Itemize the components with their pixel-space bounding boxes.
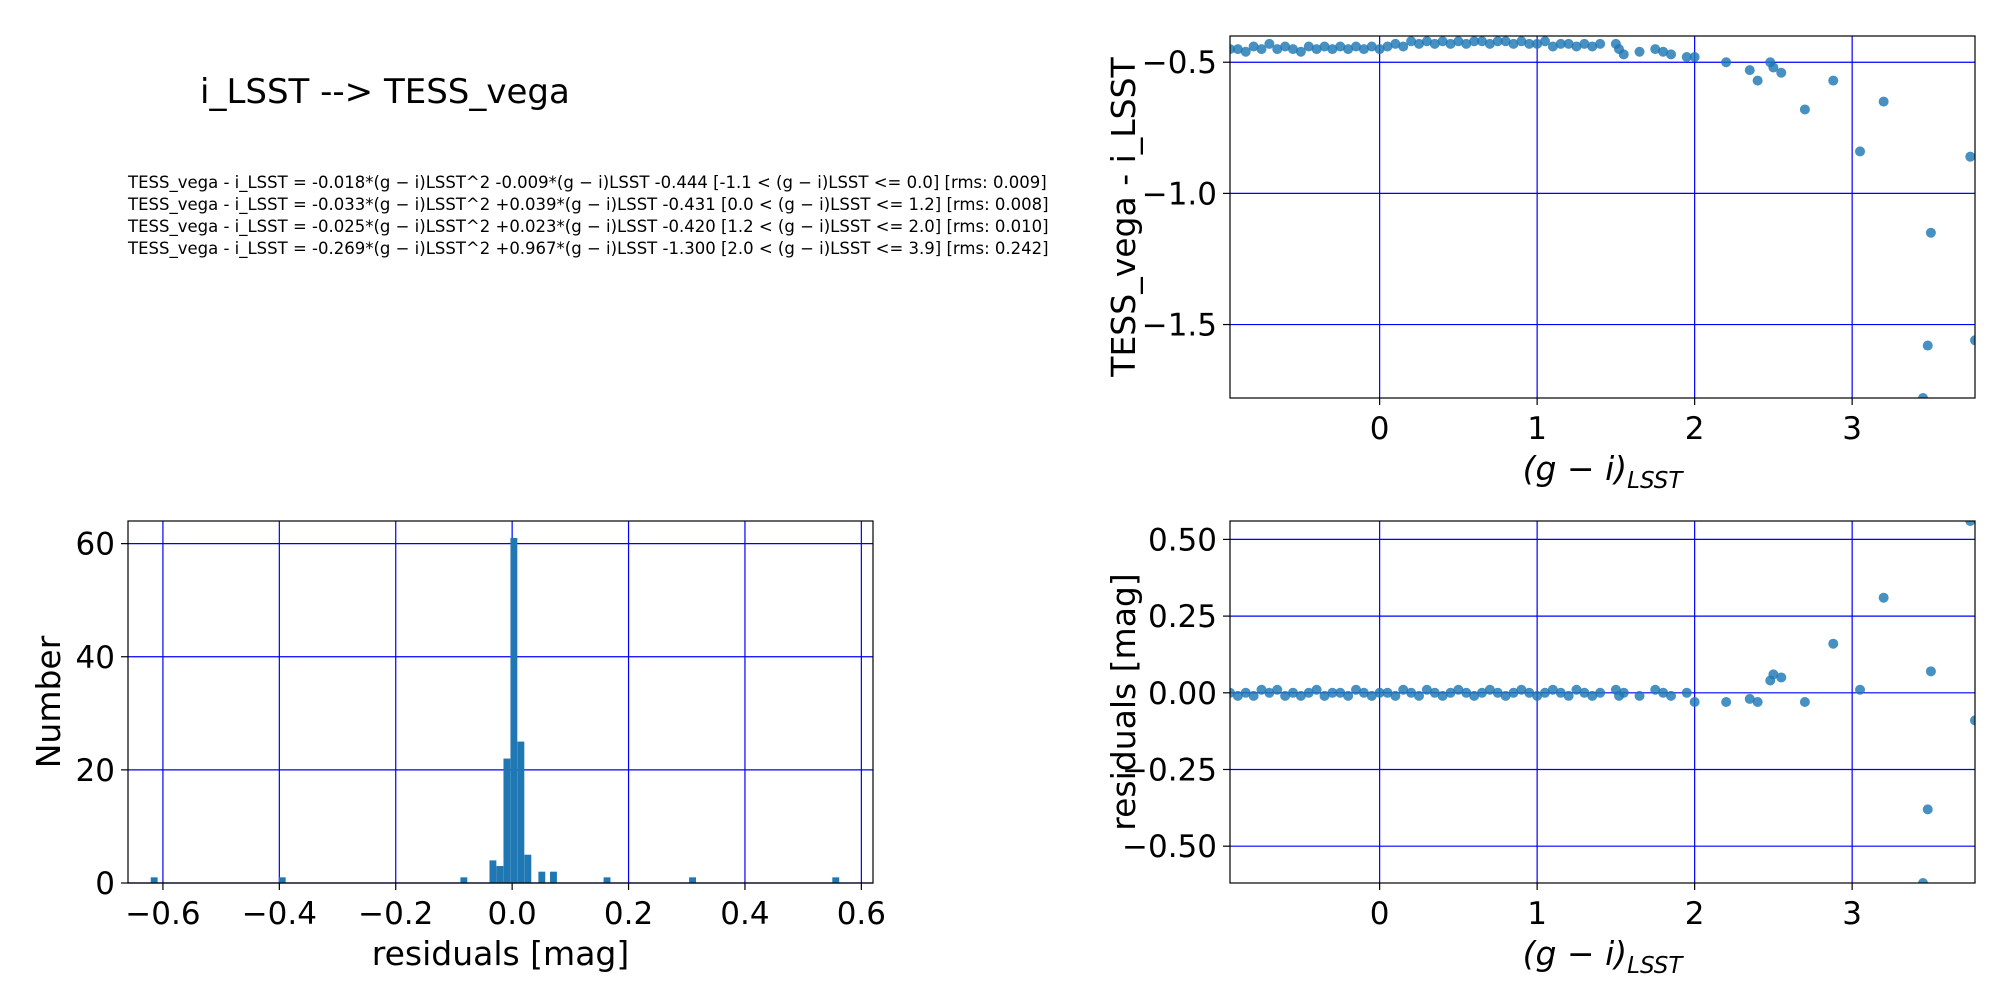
histogram-bar — [524, 855, 531, 883]
data-point — [1249, 691, 1259, 701]
y-tick-label: 60 — [76, 527, 115, 563]
data-point — [1690, 697, 1700, 707]
data-point — [1635, 691, 1645, 701]
data-point — [1879, 97, 1889, 107]
data-point — [1965, 152, 1975, 162]
y-axis-label: Number — [29, 635, 68, 768]
residual-hist-frame — [128, 521, 873, 883]
y-axis-label: residuals [mag] — [1104, 573, 1143, 831]
y-axis-label: TESS_vega - i_LSST — [1104, 56, 1143, 377]
data-point — [1619, 49, 1629, 59]
residual-scatter-marks — [1225, 516, 1980, 888]
data-point — [1690, 52, 1700, 62]
data-point — [1721, 697, 1731, 707]
histogram-bar — [489, 860, 496, 883]
data-point — [1753, 76, 1763, 86]
data-point — [1343, 691, 1353, 701]
data-point — [1828, 76, 1838, 86]
data-point — [1666, 49, 1676, 59]
x-tick-label: 1 — [1527, 411, 1547, 447]
data-point — [1923, 804, 1933, 814]
data-point — [1666, 691, 1676, 701]
x-tick-label: 3 — [1842, 896, 1862, 932]
y-tick-label: 0.50 — [1148, 522, 1217, 558]
y-tick-label: 0 — [95, 866, 115, 902]
color-term-panel: 0 1 2 3 −1.5 −1.0 −0.5 (g − i)LSST TESS_vega - i… — [1104, 36, 1980, 494]
data-point — [1800, 697, 1810, 707]
y-tick-label: 0.00 — [1148, 676, 1217, 712]
data-point — [1595, 688, 1605, 698]
data-point — [1776, 672, 1786, 682]
data-point — [1390, 691, 1400, 701]
x-tick-label: 3 — [1842, 411, 1862, 447]
histogram-bar — [460, 877, 467, 883]
data-point — [1635, 47, 1645, 57]
data-point — [1753, 697, 1763, 707]
x-tick-label: 0.0 — [487, 896, 536, 932]
data-point — [1745, 65, 1755, 75]
histogram-bar — [604, 877, 611, 883]
histogram-bar — [510, 538, 517, 883]
color-term-frame — [1230, 36, 1975, 398]
data-point — [1828, 639, 1838, 649]
data-point — [1312, 685, 1322, 695]
x-tick-label: 0.4 — [720, 896, 769, 932]
data-point — [1926, 228, 1936, 238]
data-point — [1800, 104, 1810, 114]
x-tick-label: 2 — [1685, 896, 1705, 932]
data-point — [1855, 146, 1865, 156]
histogram-bar — [517, 742, 524, 883]
x-tick-label: −0.2 — [358, 896, 433, 932]
x-tick-label: −0.6 — [125, 896, 200, 932]
residual-hist-panel: −0.6 −0.4 −0.2 0.0 0.2 0.4 0.6 0 20 40 60 residuals… — [29, 521, 886, 973]
histogram-bar — [279, 877, 286, 883]
y-tick-label: −1.0 — [1142, 176, 1217, 212]
histogram-bar — [550, 872, 557, 883]
data-point — [1923, 341, 1933, 351]
x-axis-label: (g − i)LSST — [1523, 449, 1685, 494]
x-tick-label: 0.6 — [837, 896, 886, 932]
color-term-marks — [1225, 36, 1980, 403]
data-point — [1414, 691, 1424, 701]
histogram-bar — [689, 877, 696, 883]
y-tick-label: 40 — [76, 640, 115, 676]
data-point — [1272, 685, 1282, 695]
x-axis-label: (g − i)LSST — [1523, 934, 1685, 979]
x-tick-label: 0 — [1370, 411, 1390, 447]
data-point — [1619, 688, 1629, 698]
data-point — [1926, 666, 1936, 676]
histogram-bar — [538, 872, 545, 883]
x-tick-label: 0 — [1370, 896, 1390, 932]
histogram-bar — [503, 759, 510, 883]
y-tick-label: 20 — [76, 753, 115, 789]
x-tick-label: 0.2 — [604, 896, 653, 932]
residual-scatter-frame — [1230, 521, 1975, 883]
histogram-bar — [151, 877, 158, 883]
x-tick-label: −0.4 — [242, 896, 317, 932]
x-axis-label: residuals [mag] — [372, 934, 630, 973]
residual-scatter-panel: 0 1 2 3 −0.50 −0.25 0.00 0.25 0.50 (g − i)LSST res… — [1104, 516, 1980, 979]
y-tick-label: 0.25 — [1148, 599, 1217, 635]
x-tick-label: 2 — [1685, 411, 1705, 447]
residual-hist-marks — [151, 538, 839, 883]
histogram-bar — [496, 866, 503, 883]
data-point — [1776, 68, 1786, 78]
x-tick-label: 1 — [1527, 896, 1547, 932]
histogram-bar — [832, 877, 839, 883]
data-point — [1564, 691, 1574, 701]
data-point — [1879, 593, 1889, 603]
data-point — [1855, 685, 1865, 695]
data-point — [1595, 39, 1605, 49]
data-point — [1682, 688, 1692, 698]
y-tick-label: −0.50 — [1122, 829, 1217, 865]
data-point — [1721, 57, 1731, 67]
y-tick-label: −1.5 — [1142, 308, 1217, 344]
y-tick-label: −0.5 — [1142, 45, 1217, 81]
